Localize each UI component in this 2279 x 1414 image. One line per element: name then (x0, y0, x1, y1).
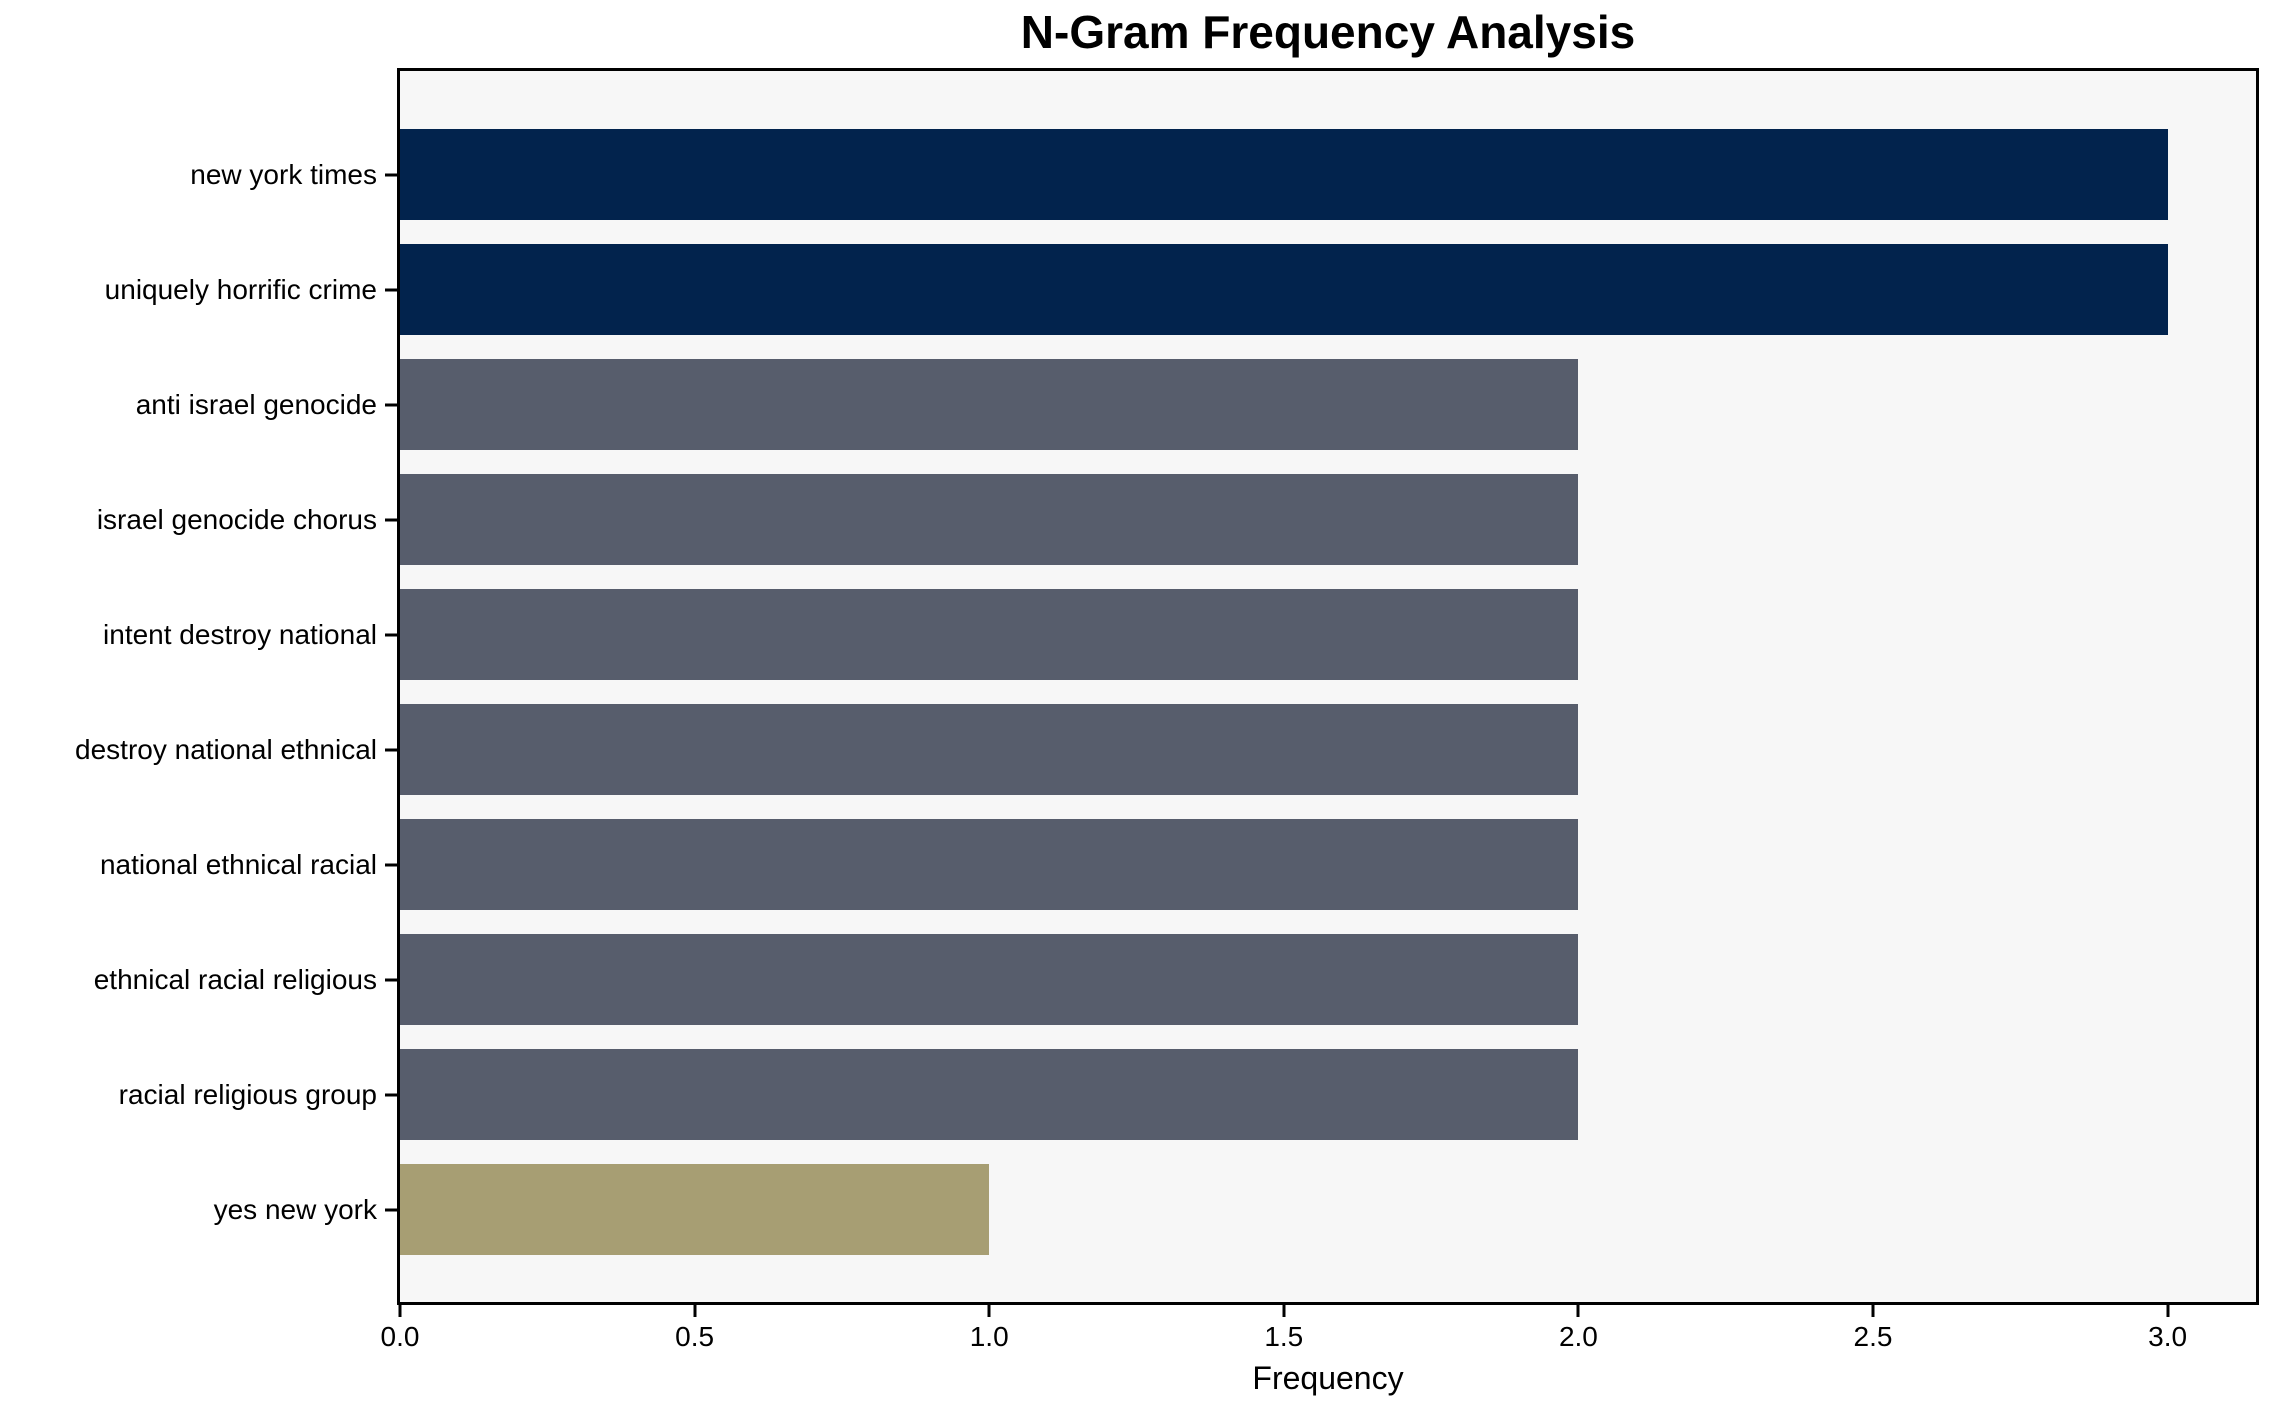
x-tick-label: 1.5 (1264, 1321, 1304, 1352)
bar (400, 589, 1579, 680)
y-axis: new york times uniquely horrific crime ant… (0, 71, 397, 1302)
bar (400, 934, 1579, 1025)
y-tick-label: new york times (190, 158, 377, 190)
x-tick-mark (1576, 1305, 1580, 1317)
y-tick-mark (385, 173, 397, 176)
y-tick-label: ethnical racial religious (93, 963, 377, 995)
y-tick-mark (385, 1208, 397, 1211)
bar (400, 819, 1579, 910)
y-tick-label: racial religious group (118, 1078, 377, 1110)
x-axis: 0.0 0.5 1.0 1.5 2.0 2.5 3.0 (381, 1305, 2256, 1375)
x-tick-mark (693, 1305, 697, 1317)
y-tick-mark (385, 518, 397, 521)
bar (400, 359, 1579, 450)
x-tick-label: 3.0 (2148, 1321, 2188, 1352)
y-tick-mark (385, 633, 397, 636)
bar (400, 704, 1579, 795)
y-tick-label: uniquely horrific crime (104, 273, 377, 305)
y-tick-label: intent destroy national (103, 618, 377, 650)
y-tick-mark (385, 403, 397, 406)
x-tick-label: 1.0 (969, 1321, 1009, 1352)
bar (400, 474, 1579, 565)
chart-title: N-Gram Frequency Analysis (1020, 6, 1636, 58)
plot-area (397, 68, 2259, 1305)
x-axis-label: Frequency (1252, 1360, 1404, 1396)
x-tick-label: 0.5 (675, 1321, 715, 1352)
bar (400, 129, 2168, 220)
x-tick-mark (1282, 1305, 1286, 1317)
bar (400, 1049, 1579, 1140)
bar (400, 1164, 990, 1255)
y-tick-mark (385, 748, 397, 751)
y-tick-label: destroy national ethnical (75, 733, 377, 765)
x-tick-mark (398, 1305, 402, 1317)
y-tick-mark (385, 863, 397, 866)
y-tick-label: anti israel genocide (135, 388, 377, 420)
x-tick-mark (2166, 1305, 2170, 1317)
y-tick-label: yes new york (213, 1193, 377, 1225)
y-tick-mark (385, 978, 397, 981)
x-tick-label: 2.5 (1853, 1321, 1893, 1352)
y-tick-mark (385, 288, 397, 291)
x-tick-mark (987, 1305, 991, 1317)
bar (400, 244, 2168, 335)
y-tick-mark (385, 1093, 397, 1096)
y-tick-label: israel genocide chorus (96, 503, 377, 535)
y-tick-label: national ethnical racial (99, 848, 377, 880)
x-tick-mark (1871, 1305, 1875, 1317)
x-tick-label: 2.0 (1558, 1321, 1598, 1352)
x-tick-label: 0.0 (380, 1321, 420, 1352)
